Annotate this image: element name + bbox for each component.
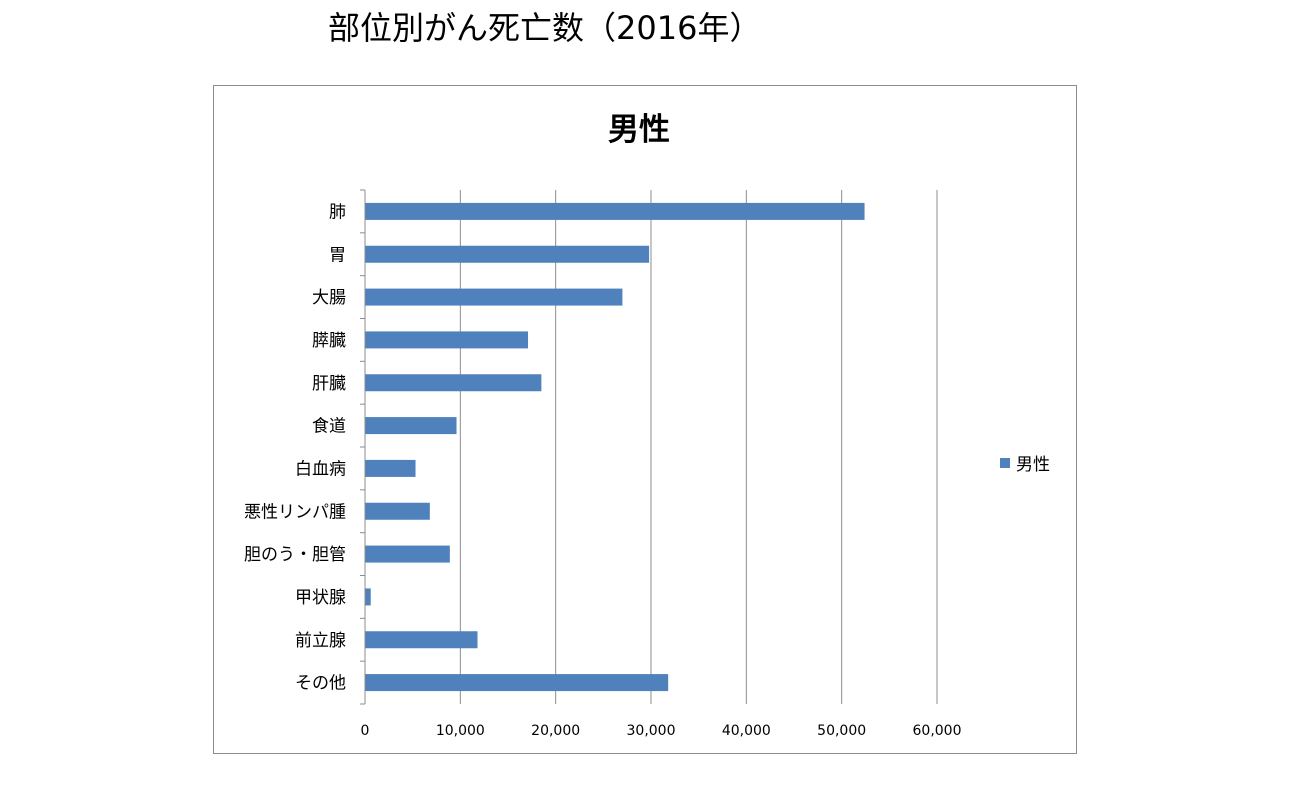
- bar: [365, 502, 430, 520]
- category-label: 白血病: [295, 459, 346, 479]
- bar: [365, 674, 669, 692]
- chart-frame: [213, 85, 1077, 754]
- category-label: 肺: [329, 202, 346, 222]
- bar: [365, 374, 542, 392]
- category-label: 前立腺: [295, 631, 346, 651]
- bar: [365, 288, 623, 306]
- category-label: 肝臓: [312, 374, 346, 394]
- label-layer: 0 10,000 20,000 30,000 40,000 50,000 60,000 肺胃大…: [244, 202, 962, 739]
- x-tick-label: 20,000: [531, 723, 580, 739]
- category-label: 胆のう・胆管: [244, 545, 346, 565]
- bar: [365, 202, 865, 220]
- x-tick-label: 60,000: [913, 723, 962, 739]
- category-label: 甲状腺: [295, 588, 346, 608]
- legend-label: 男性: [1016, 455, 1050, 475]
- bar: [365, 631, 478, 649]
- axis-layer: [360, 189, 366, 705]
- page-title: 部位別がん死亡数（2016年）: [328, 9, 762, 47]
- category-label: 大腸: [312, 288, 346, 308]
- category-label: 食道: [312, 417, 346, 437]
- x-tick-label: 10,000: [436, 723, 485, 739]
- bar: [365, 245, 650, 263]
- bar: [365, 417, 457, 435]
- category-label: 膵臓: [312, 331, 346, 351]
- category-label: その他: [295, 674, 346, 694]
- category-label: 胃: [329, 245, 346, 265]
- bar: [365, 459, 416, 477]
- grid-layer: [459, 190, 938, 704]
- bar: [365, 331, 529, 349]
- legend-swatch: [1000, 457, 1010, 468]
- bar: [365, 545, 450, 563]
- chart-title: 男性: [608, 112, 670, 148]
- x-tick-label: 0: [361, 723, 370, 739]
- x-tick-label: 40,000: [722, 723, 771, 739]
- x-tick-label: 50,000: [817, 723, 866, 739]
- bar: [365, 588, 371, 606]
- bar-layer: [365, 202, 865, 692]
- legend: 男性: [1000, 450, 1050, 475]
- x-tick-label: 30,000: [627, 723, 676, 739]
- category-label: 悪性リンパ腫: [244, 502, 346, 522]
